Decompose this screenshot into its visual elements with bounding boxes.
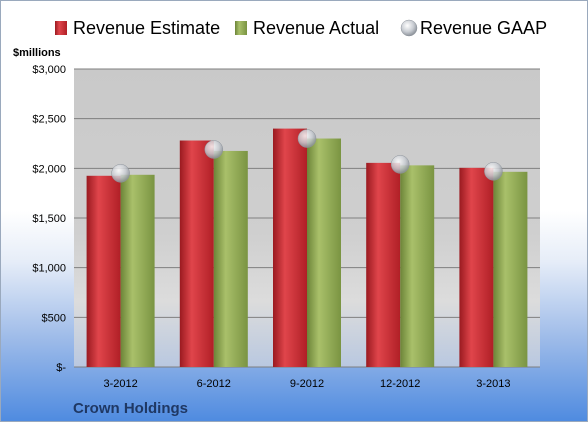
legend: Revenue Estimate Revenue Actual Revenue GA… — [55, 18, 547, 38]
y-axis-label: $millions — [13, 47, 61, 59]
bar-revenue-estimate — [273, 128, 307, 367]
legend-swatch — [235, 21, 247, 35]
marker-revenue-gaap — [297, 129, 317, 148]
bar-revenue-actual — [213, 150, 248, 367]
y-tick-label: $2,000 — [32, 163, 66, 175]
bar-revenue-actual — [400, 165, 435, 367]
y-tick-label: $3,000 — [32, 64, 66, 76]
y-tick-label: $1,500 — [32, 213, 66, 225]
marker-revenue-gaap — [111, 164, 130, 183]
x-tick-label: 3-2012 — [103, 378, 137, 390]
y-tick-label: $500 — [42, 312, 66, 324]
x-tick-label: 3-2013 — [476, 378, 510, 390]
legend-label: Revenue Actual — [253, 18, 379, 38]
bar-revenue-actual — [307, 138, 341, 367]
bar-revenue-actual — [120, 174, 155, 367]
legend-swatch — [55, 21, 67, 35]
bar-revenue-estimate — [179, 140, 214, 367]
x-tick-labels: 3-2012 6-2012 9-2012 12-2012 3-2013 — [103, 378, 510, 390]
marker-revenue-gaap — [484, 162, 503, 181]
y-tick-label: $1,000 — [32, 263, 66, 275]
y-tick-label: $2,500 — [32, 114, 66, 126]
company-name: Crown Holdings — [73, 400, 188, 417]
x-tick-label: 6-2012 — [197, 378, 231, 390]
marker-revenue-gaap — [204, 140, 224, 159]
marker-revenue-gaap — [390, 155, 410, 174]
gaap-markers — [111, 129, 503, 183]
bar-revenue-estimate — [86, 175, 121, 367]
y-tick-labels: $- $500 $1,000 $1,500 $2,000 $2,500 $3,000 — [32, 64, 66, 374]
bar-revenue-actual — [493, 171, 528, 367]
bar-revenue-estimate — [459, 167, 494, 367]
y-tick-label: $- — [56, 362, 66, 374]
bars — [86, 128, 528, 367]
legend-label: Revenue GAAP — [420, 18, 547, 38]
bar-revenue-estimate — [366, 162, 401, 367]
x-tick-label: 12-2012 — [380, 378, 420, 390]
x-tick-label: 9-2012 — [290, 378, 324, 390]
legend-label: Revenue Estimate — [73, 18, 220, 38]
legend-swatch — [400, 19, 418, 37]
